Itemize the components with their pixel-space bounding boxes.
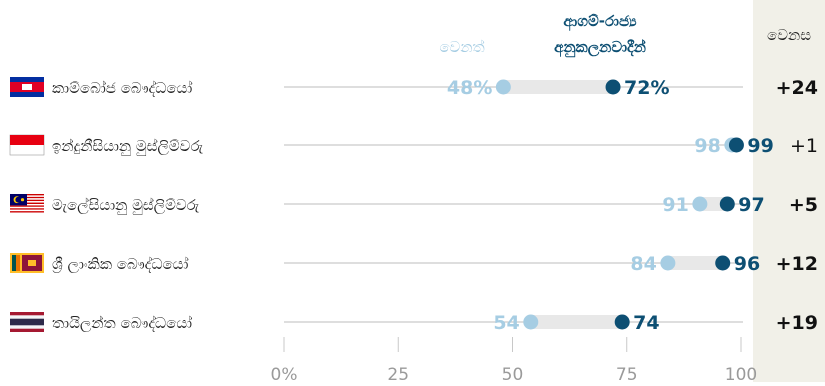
value-label-other: 91	[662, 194, 688, 216]
row-my: මැලේසියානු මුස්ලිම්වරු 91 97 +5	[10, 194, 818, 216]
x-tick-label: 25	[387, 365, 409, 382]
diff-column-background	[753, 0, 825, 382]
dot-pro	[614, 314, 630, 330]
x-tick-label: 75	[616, 365, 638, 382]
dot-other	[523, 314, 539, 330]
diff-value: +1	[790, 135, 818, 157]
flag-my-icon	[10, 194, 44, 214]
value-label-other: 54	[493, 312, 519, 334]
category-label: කාම්බෝජ බෞද්ධයෝ	[52, 79, 192, 97]
legend-pro-label-line2: අනුකලනවාදීන්	[554, 38, 646, 58]
dot-other	[660, 255, 676, 271]
diff-value: +24	[776, 77, 818, 99]
legend-pro-label-line1: ආගම්-රාජ්‍ය	[563, 12, 637, 31]
diff-value: +12	[776, 253, 818, 275]
diff-value: +19	[776, 312, 818, 334]
range-bar	[667, 256, 723, 270]
range-bar	[530, 315, 623, 329]
dot-pro	[719, 196, 735, 212]
value-label-other: 98	[694, 135, 720, 157]
row-id: ඉන්දුනීසියානු මුස්ලිම්වරු 98 99 +1	[9, 134, 818, 157]
row-lk: ශ්‍රී ලාංකික බෞද්ධයෝ 84 96 +12	[10, 253, 818, 275]
flag-id-icon	[9, 134, 45, 156]
value-label-pro: 72%	[624, 77, 669, 99]
flag-lk-icon	[10, 253, 44, 273]
dot-pro	[715, 255, 731, 271]
category-label: ශ්‍රී ලාංකික බෞද්ධයෝ	[52, 255, 189, 274]
legend-diff-label: වෙනස	[767, 26, 811, 44]
value-label-other: 48%	[447, 77, 492, 99]
legend-other-label: වෙනත්	[439, 38, 484, 56]
x-tick-label: 100	[725, 365, 757, 382]
dot-other	[692, 196, 708, 212]
value-label-pro: 97	[738, 194, 764, 216]
row-kh: කාම්බෝජ බෞද්ධයෝ 48% 72% +24	[10, 77, 818, 99]
range-bar	[699, 197, 728, 211]
category-label: ඉන්දුනීසියානු මුස්ලිම්වරු	[52, 137, 203, 156]
row-th: තායිලන්ත බෞද්ධයෝ 54 74 +19	[10, 312, 818, 334]
value-label-pro: 99	[747, 135, 773, 157]
x-tick-label: 50	[502, 365, 524, 382]
x-tick-label: 0%	[271, 365, 298, 382]
range-bar	[503, 80, 614, 94]
dot-pro	[605, 79, 621, 95]
dot-other	[495, 79, 511, 95]
value-label-pro: 74	[633, 312, 659, 334]
value-label-other: 84	[630, 253, 656, 275]
category-label: තායිලන්ත බෞද්ධයෝ	[52, 314, 192, 332]
value-label-pro: 96	[734, 253, 760, 275]
diff-value: +5	[789, 194, 818, 216]
flag-th-icon	[10, 312, 44, 332]
flag-kh-icon	[10, 77, 44, 97]
category-label: මැලේසියානු මුස්ලිම්වරු	[52, 196, 200, 215]
dot-pro	[728, 137, 744, 153]
